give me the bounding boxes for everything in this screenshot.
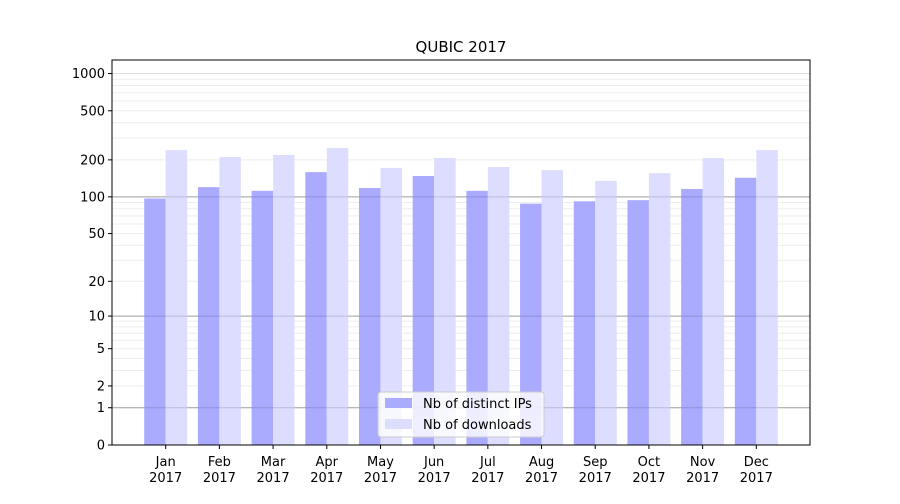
bar-downloads: [595, 180, 617, 445]
x-tick-label: Aug 2017: [525, 455, 558, 486]
legend-box: [377, 391, 545, 438]
x-tick-label: Mar 2017: [257, 455, 290, 486]
bar-distinct-ips: [681, 188, 703, 445]
bars: [112, 147, 810, 446]
x-tick-label: Jan 2017: [149, 455, 182, 486]
bar-downloads: [380, 167, 402, 446]
y-tick-label: 2: [97, 379, 105, 394]
bar-downloads: [165, 150, 188, 445]
bar-distinct-ips: [144, 198, 166, 445]
x-tick-label: May 2017: [364, 455, 397, 486]
y-tick-label: 20: [88, 275, 105, 290]
bar-distinct-ips: [197, 187, 220, 445]
bar-distinct-ips: [573, 201, 596, 445]
x-tick-label: Apr 2017: [310, 455, 343, 486]
bar-downloads: [756, 150, 778, 445]
bar-downloads: [219, 156, 241, 445]
y-tick-label: 5: [97, 342, 105, 357]
x-tick-label: Nov 2017: [686, 455, 719, 486]
bar-downloads: [326, 147, 349, 445]
chart-title: QUBIC 2017: [416, 38, 507, 56]
x-tick-label: Jul 2017: [471, 455, 504, 486]
bar-distinct-ips: [734, 177, 757, 445]
x-tick-label: Jun 2017: [418, 455, 451, 486]
y-tick-label: 1: [97, 401, 105, 416]
bar-distinct-ips: [358, 188, 381, 445]
legend-label-downloads: Nb of downloads: [423, 418, 532, 433]
bar-distinct-ips: [520, 203, 542, 445]
x-tick-label: Sep 2017: [579, 455, 612, 486]
y-tick-label: 10: [88, 310, 105, 325]
bar-downloads: [541, 170, 564, 445]
legend: Nb of distinct IPs Nb of downloads: [377, 391, 545, 438]
bar-downloads: [273, 155, 295, 446]
y-tick-label: 50: [88, 227, 105, 242]
bar-distinct-ips: [412, 175, 435, 445]
legend-swatch-downloads: [385, 419, 412, 429]
y-tick-label: 500: [80, 104, 105, 119]
y-tick-label: 100: [80, 190, 105, 205]
x-tick-label: Oct 2017: [632, 455, 665, 486]
y-tick-label: 200: [80, 153, 105, 168]
bar-downloads: [434, 158, 456, 446]
x-tick-label: Feb 2017: [203, 455, 236, 486]
x-tick-label: Dec 2017: [740, 455, 773, 486]
bar-downloads: [648, 173, 671, 445]
y-axis: 0 1 2 5 10 20 50 100 200 500 1000: [72, 67, 112, 454]
legend-label-ips: Nb of distinct IPs: [423, 397, 532, 412]
bar-distinct-ips: [251, 190, 274, 445]
y-tick-label: 1000: [72, 67, 105, 82]
legend-swatch-ips: [385, 398, 412, 408]
bar-distinct-ips: [627, 200, 649, 445]
y-tick-label: 0: [97, 439, 105, 454]
bar-distinct-ips: [305, 172, 327, 445]
x-axis: Jan 2017 Feb 2017 Mar 2017 Apr 2017 May 2017 Jun 20…: [149, 445, 773, 486]
bar-downloads: [702, 158, 725, 446]
bar-distinct-ips: [466, 190, 488, 445]
plot-frame: [111, 59, 811, 446]
bar-downloads: [487, 167, 510, 445]
